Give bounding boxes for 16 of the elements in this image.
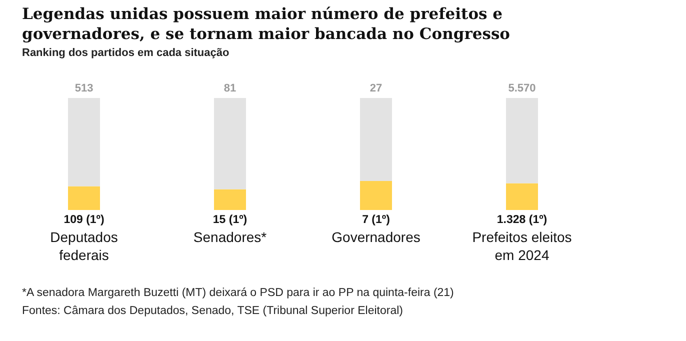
x-tick-label: Senadores* — [193, 228, 268, 245]
data-label: 7 (1º) — [362, 214, 390, 226]
data-label: 109 (1º) — [64, 214, 104, 226]
x-tick-label: Governadores — [332, 228, 420, 245]
total-label: 513 — [74, 82, 94, 95]
text: *A senadora Margareth Buzetti (MT) deixará o PSD para ir ao PP na quinta-feira (21) — [22, 286, 454, 301]
total-label: 27 — [370, 82, 382, 95]
chart-subtitle: Ranking dos partidos em cada situação — [22, 47, 230, 59]
data-label: 15 (1º) — [212, 214, 248, 226]
text: Fontes: Câmara dos Deputados, Senado, TSE (Tribunal Superior Eleitoral) — [22, 304, 404, 319]
data-label: 1.328 (1º) — [496, 214, 548, 226]
text: Legendas unidas possuem maior número de prefeitos e governadores, e se tornam maior bancada no Congresso — [22, 4, 512, 44]
total-label: 5.570 — [508, 82, 536, 95]
x-tick-label: Deputados federais — [50, 228, 118, 263]
total-label: 81 — [224, 82, 236, 95]
x-tick-label: Prefeitos eleitos em 2024 — [472, 228, 572, 263]
